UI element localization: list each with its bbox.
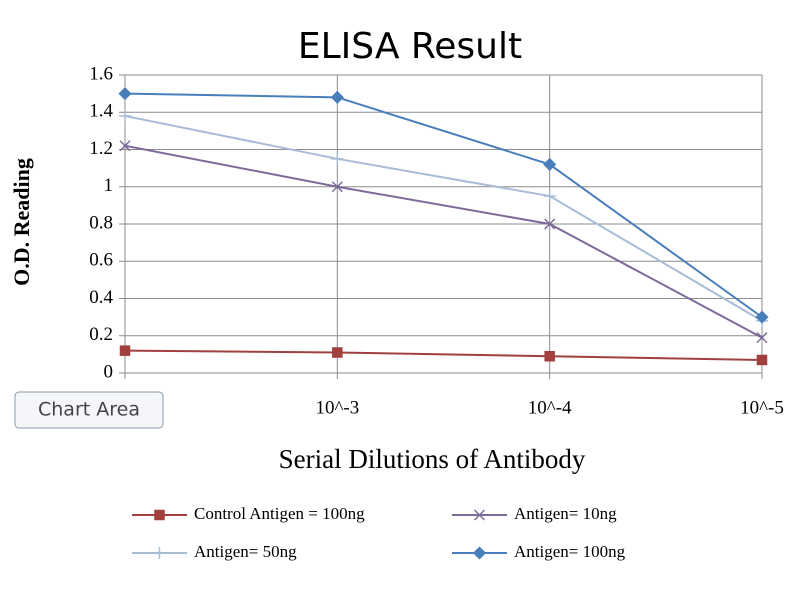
legend-label: Antigen= 50ng xyxy=(194,542,297,561)
series-line xyxy=(124,114,763,322)
legend-label: Antigen= 10ng xyxy=(514,504,617,523)
marker xyxy=(543,157,557,171)
x-tick-label: 10^-4 xyxy=(528,397,572,418)
marker xyxy=(119,109,131,122)
y-tick-label: 0.4 xyxy=(89,287,113,308)
marker xyxy=(755,310,769,324)
y-tick-label: 0.2 xyxy=(89,324,113,345)
x-tick-label: 10^-5 xyxy=(740,397,784,418)
tooltip: Chart Area xyxy=(38,399,140,421)
marker xyxy=(544,218,556,230)
series-line xyxy=(124,144,763,339)
x-tick-label: 10^-3 xyxy=(315,397,359,418)
y-tick-label: 0.8 xyxy=(89,212,113,233)
y-tick-label: 1 xyxy=(104,175,114,196)
marker xyxy=(331,152,344,165)
marker xyxy=(332,347,343,358)
y-axis-label: O.D. Reading xyxy=(9,158,34,286)
marker xyxy=(543,190,556,203)
y-tick-label: 0.6 xyxy=(89,250,113,271)
y-tick-label: 1.6 xyxy=(89,63,113,84)
marker xyxy=(544,350,555,362)
marker xyxy=(118,87,132,101)
y-tick-label: 0 xyxy=(104,361,114,382)
marker xyxy=(330,90,344,104)
series-line xyxy=(124,92,763,318)
legend-label: Antigen= 100ng xyxy=(514,542,626,561)
marker xyxy=(119,140,131,152)
chart-title: ELISA Result xyxy=(298,26,522,67)
y-tick-label: 1.4 xyxy=(89,101,113,122)
marker xyxy=(119,345,131,356)
legend-label: Control Antigen = 100ng xyxy=(194,504,365,523)
tooltip-box xyxy=(14,391,164,429)
marker xyxy=(756,354,768,366)
marker xyxy=(331,181,343,193)
marker xyxy=(756,332,768,344)
y-tick-label: 1.2 xyxy=(89,138,113,159)
series-line xyxy=(124,349,763,361)
x-axis-label: Serial Dilutions of Antibody xyxy=(279,444,586,474)
